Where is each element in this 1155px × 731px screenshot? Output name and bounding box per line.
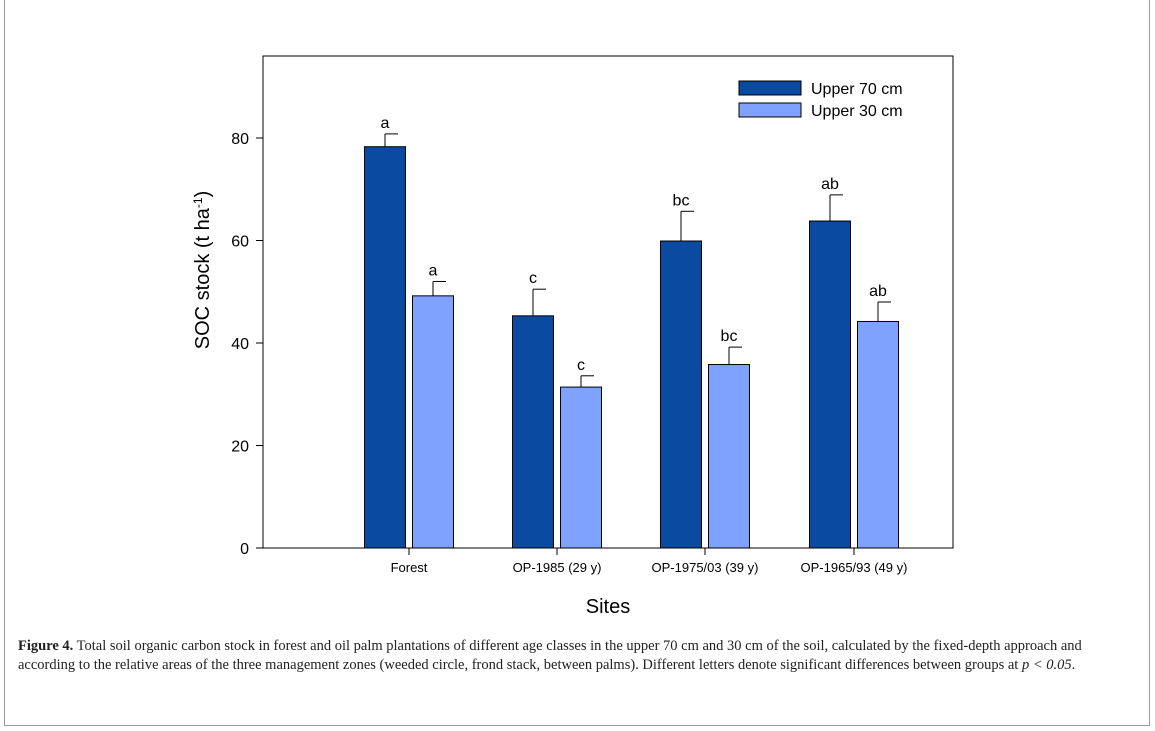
bar	[560, 386, 602, 549]
y-tick-label: 40	[231, 336, 249, 353]
y-tick-label: 60	[231, 234, 249, 251]
legend-label: Upper 30 cm	[811, 103, 903, 120]
plot-area	[262, 55, 954, 549]
significance-label: ab	[869, 283, 887, 300]
caption-text-end: .	[1071, 657, 1076, 673]
bar	[512, 315, 554, 549]
bar	[660, 240, 702, 549]
caption-label: Figure 4.	[18, 638, 74, 654]
legend-swatch	[738, 80, 802, 96]
legend-swatch	[738, 102, 802, 118]
legend: Upper 70 cm Upper 30 cm	[738, 80, 903, 120]
bar	[412, 295, 454, 549]
figure-caption: Figure 4. Total soil organic carbon stoc…	[18, 637, 1138, 675]
significance-label: c	[529, 270, 537, 287]
y-tick-label: 0	[240, 541, 249, 558]
plot-frame	[262, 55, 954, 549]
x-tick-label: Forest	[391, 560, 428, 575]
significance-label: a	[429, 263, 438, 280]
bar	[857, 320, 899, 549]
y-axis-title: SOC stock (t ha-1)	[191, 191, 214, 350]
y-tick-label: 80	[231, 131, 249, 148]
significance-label: ab	[821, 176, 839, 193]
x-axis: Forest OP-1985 (29 y) OP-1975/03 (39 y) OP-…	[391, 548, 908, 575]
x-tick-label: OP-1985 (29 y)	[513, 560, 602, 575]
bar-chart: 0 20 40 60 80 Forest OP-1985 (29 y) OP-1975/03…	[191, 55, 954, 618]
caption-text: Total soil organic carbon stock in fores…	[18, 638, 1082, 673]
figure-frame	[4, 0, 1150, 726]
x-tick-label: OP-1975/03 (39 y)	[652, 560, 759, 575]
bars: a a c c bc bc ab ab	[364, 115, 899, 549]
legend-label: Upper 70 cm	[811, 81, 903, 98]
significance-label: bc	[673, 192, 690, 209]
caption-p-value: p < 0.05	[1021, 657, 1072, 673]
significance-label: bc	[721, 328, 738, 345]
x-tick-label: OP-1965/93 (49 y)	[801, 560, 908, 575]
y-tick-label: 20	[231, 439, 249, 456]
bar	[809, 220, 851, 549]
significance-label: c	[577, 357, 585, 374]
significance-label: a	[381, 115, 390, 132]
bar	[364, 146, 406, 549]
bar	[708, 364, 750, 549]
y-axis: 0 20 40 60 80	[231, 131, 263, 558]
x-axis-title: Sites	[586, 596, 630, 618]
